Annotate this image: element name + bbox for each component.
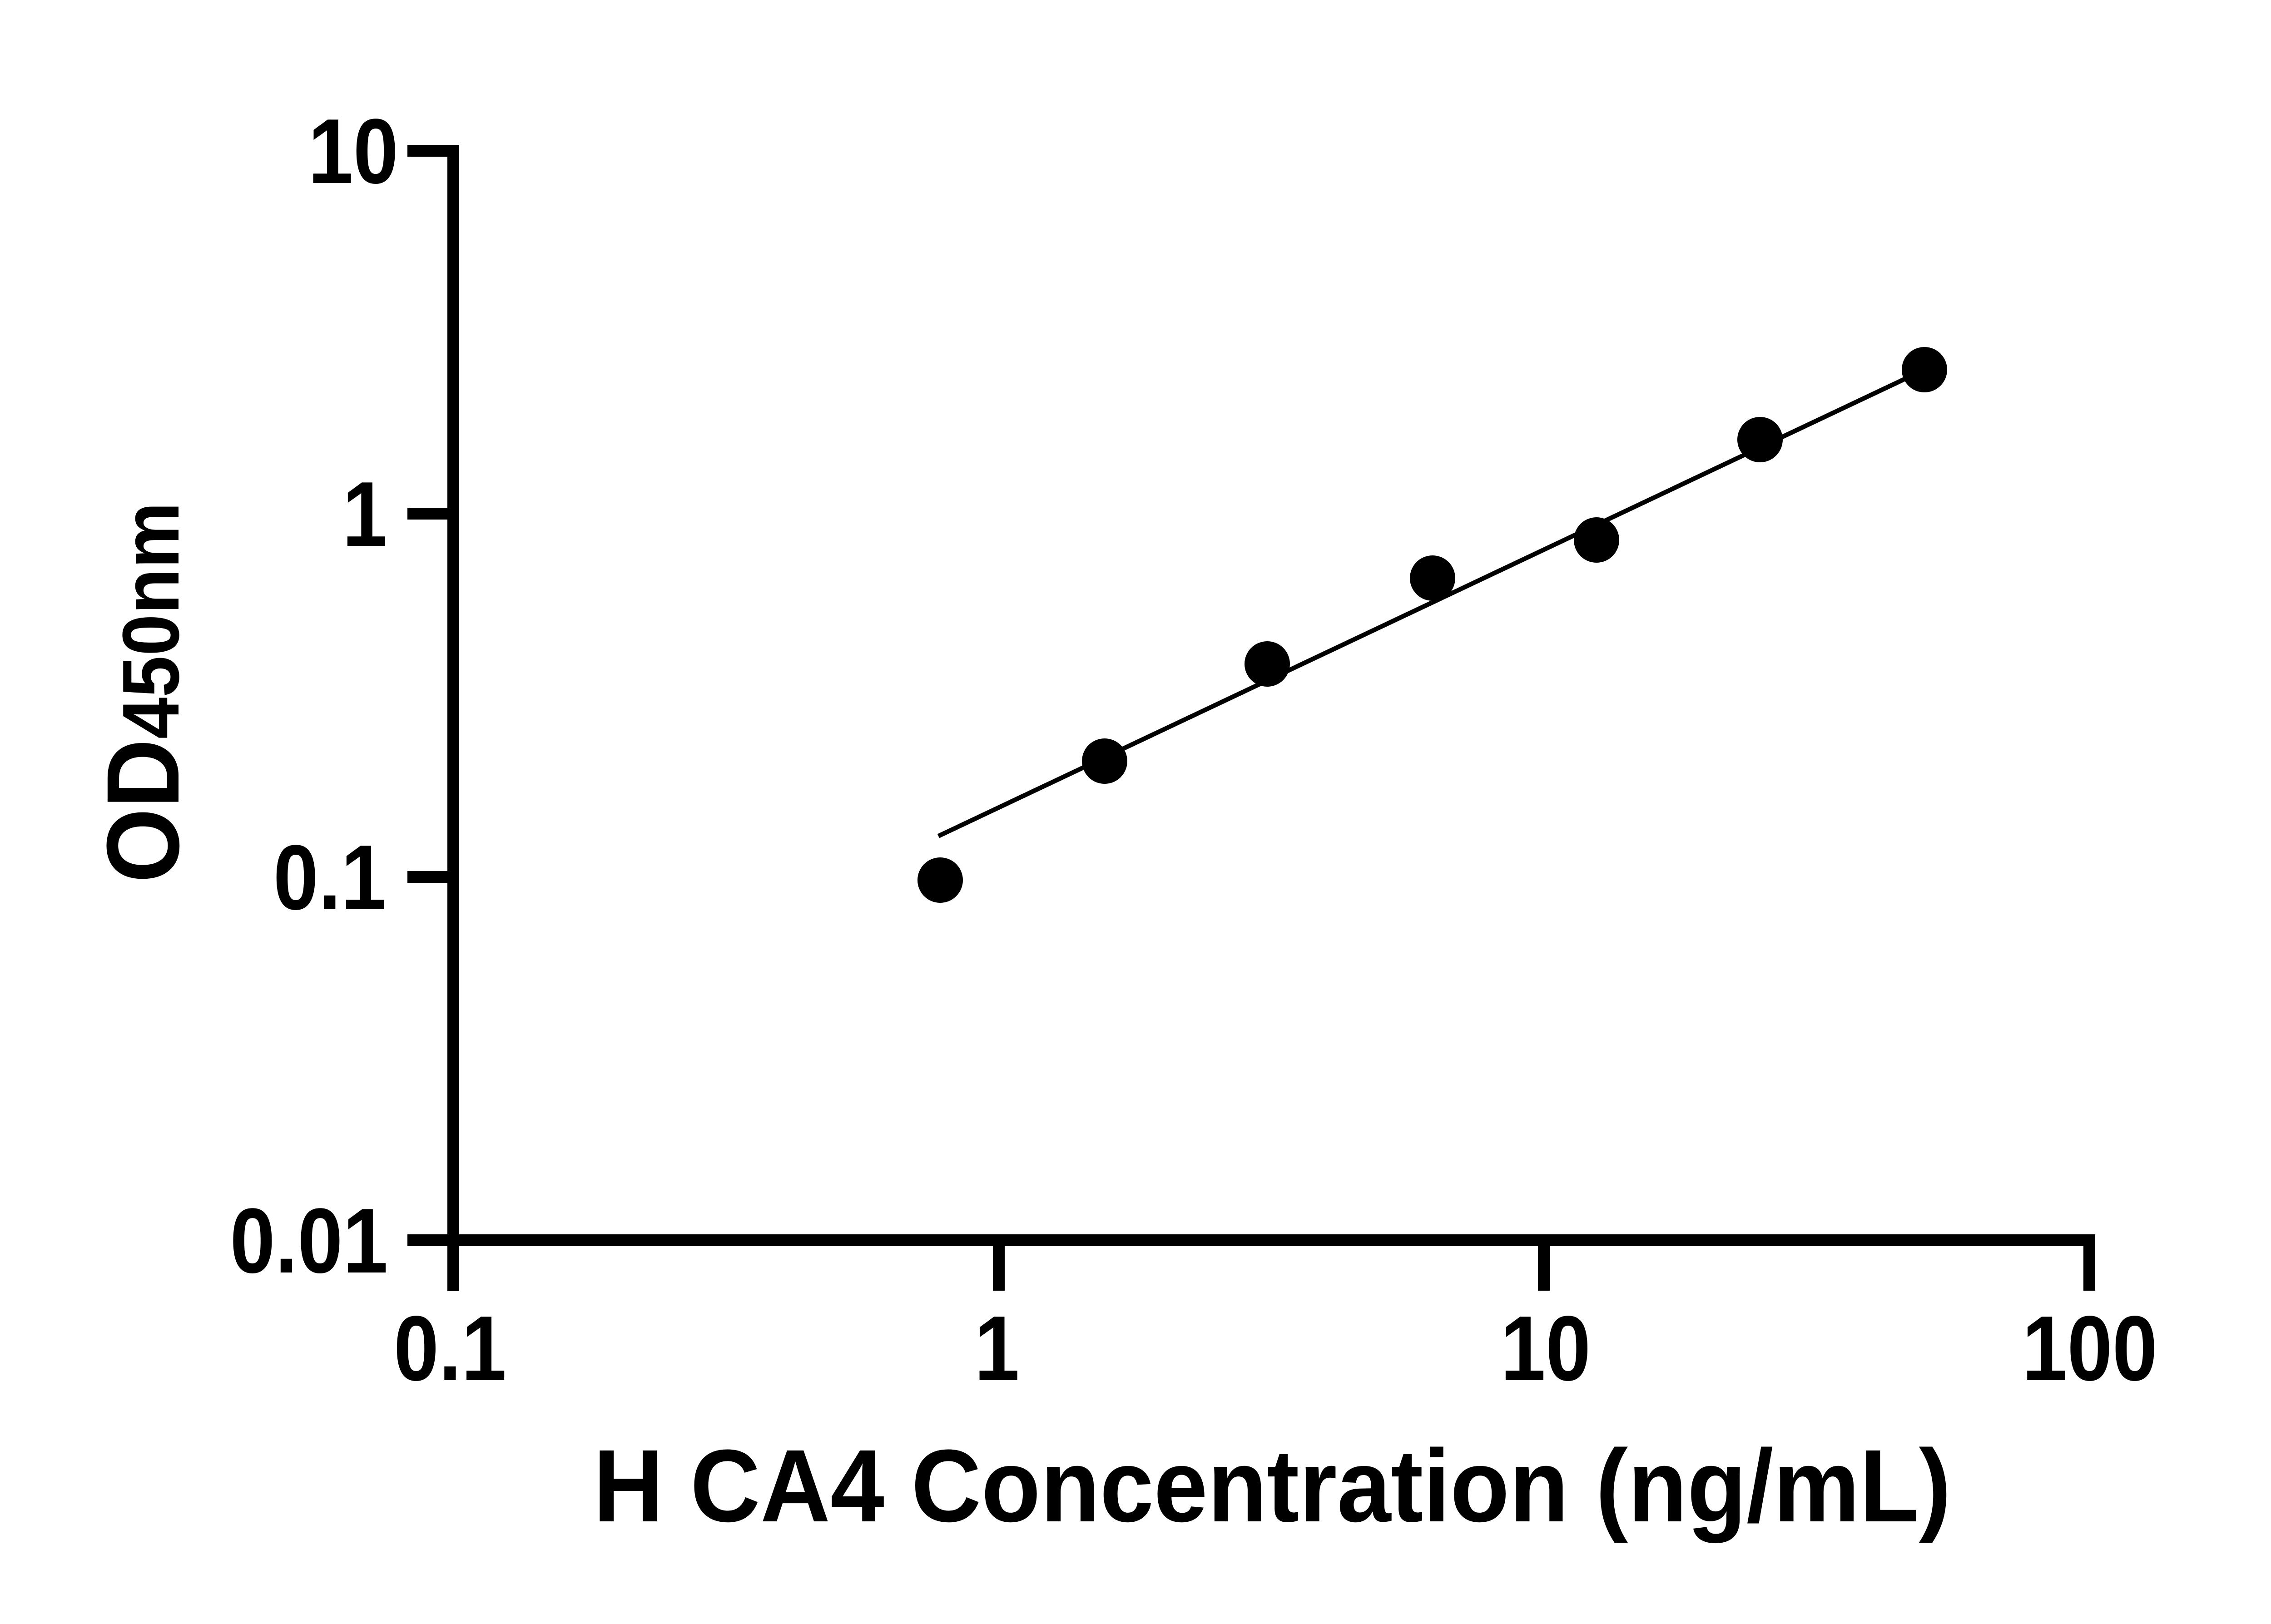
svg-text:1: 1 bbox=[342, 462, 387, 565]
svg-text:100: 100 bbox=[2022, 1297, 2157, 1400]
svg-text:1: 1 bbox=[974, 1297, 1019, 1400]
svg-text:0.01: 0.01 bbox=[230, 1189, 388, 1292]
svg-text:10: 10 bbox=[1501, 1297, 1591, 1400]
svg-text:0.1: 0.1 bbox=[394, 1297, 506, 1400]
svg-text:H CA4 Concentration (ng/mL): H CA4 Concentration (ng/mL) bbox=[593, 1428, 1951, 1543]
svg-text:10: 10 bbox=[308, 99, 398, 203]
svg-text:0.1: 0.1 bbox=[273, 826, 386, 929]
